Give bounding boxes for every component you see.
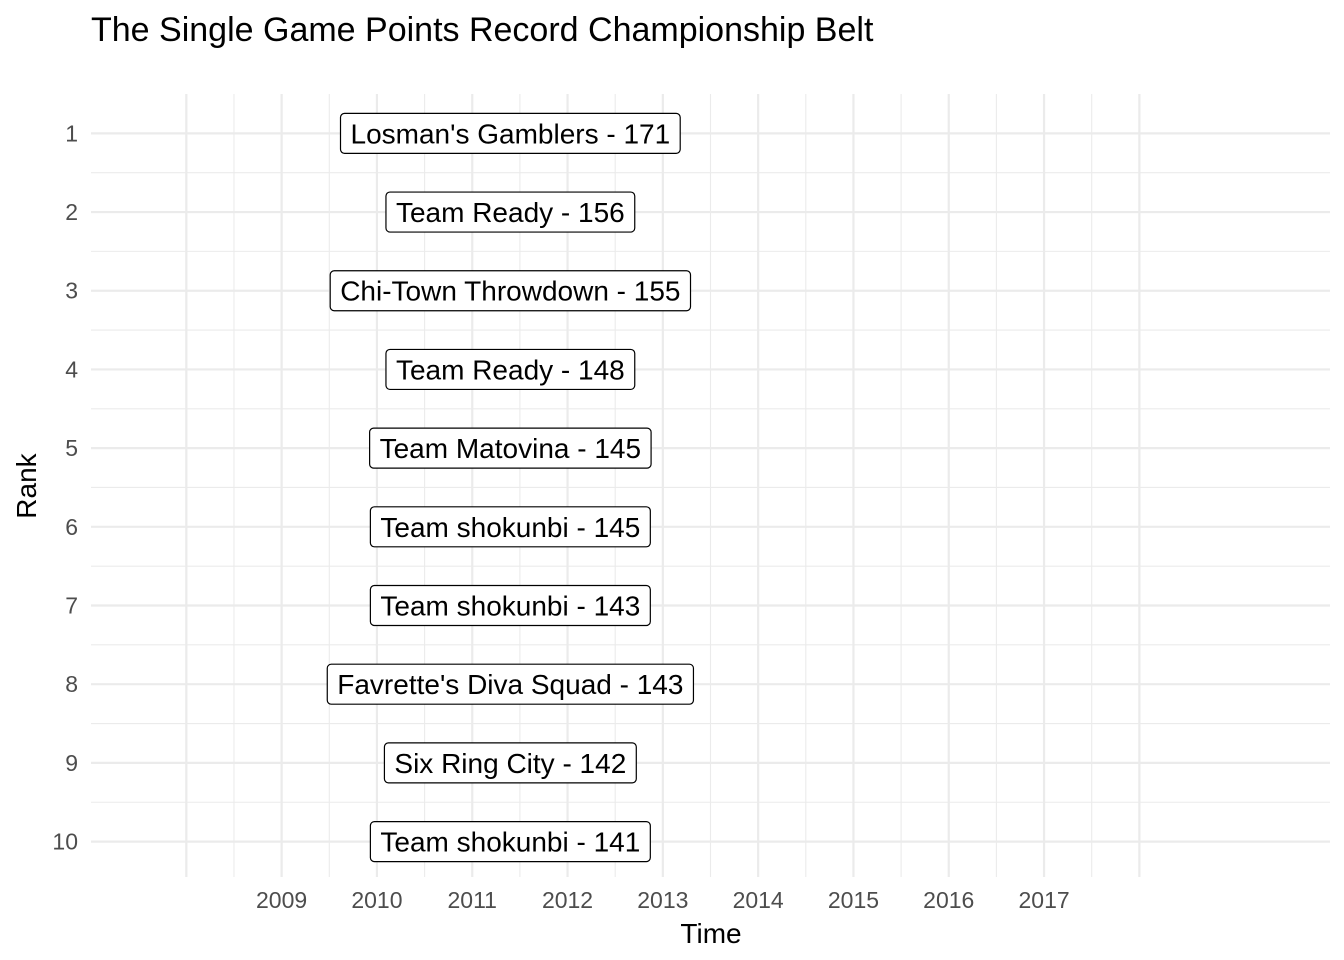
record-label-box [369,584,651,627]
x-tick-label: 2017 [1018,887,1069,913]
x-tick-label: 2015 [828,887,879,913]
record-label-text: Six Ring City - 142 [394,748,626,779]
record-label-box [385,191,636,233]
x-tick-label: 2011 [447,887,496,913]
record-label-text: Team Matovina - 145 [380,433,641,464]
record-label-text: Team Ready - 156 [396,197,625,228]
y-tick-label: 3 [65,278,78,304]
record-label: Team shokunbi - 145 [369,506,651,548]
record-labels: Losman's Gamblers - 171 Team Ready - 156 C… [326,112,695,863]
record-label-text: Team Ready - 148 [396,354,625,385]
record-label: Six Ring City - 142 [383,742,637,784]
y-axis-title: Rank [11,452,42,518]
record-label-text: Favrette's Diva Squad - 143 [337,669,683,700]
record-label: Team Ready - 148 [385,348,636,391]
record-label: Team Ready - 156 [385,191,636,233]
record-label: Chi-Town Throwdown - 155 [329,270,692,312]
y-tick-label: 6 [65,514,78,540]
record-label-box [369,820,651,863]
y-tick-label: 2 [65,199,78,225]
record-label-text: Team shokunbi - 143 [380,591,640,622]
x-axis-ticks: 2009 2010 2011 2012 2013 2014 2015 2016 2017 [256,887,1070,913]
x-tick-label: 2016 [923,887,974,913]
y-tick-label: 10 [52,829,78,855]
x-tick-label: 2014 [733,887,784,913]
chart-title: The Single Game Points Record Championsh… [91,11,874,49]
record-label-box [369,506,651,548]
x-tick-label: 2013 [637,887,688,913]
x-tick-label: 2010 [351,887,402,913]
x-tick-label: 2012 [542,887,593,913]
record-label-box [326,663,695,705]
record-label: Favrette's Diva Squad - 143 [326,663,695,705]
record-label-box [329,270,692,312]
y-tick-label: 8 [65,671,78,697]
y-axis-ticks: 1 2 3 4 5 6 7 8 9 10 [52,120,78,854]
grid [91,94,1330,877]
record-label: Team shokunbi - 141 [369,820,651,863]
x-axis-title: Time [680,918,741,949]
record-label-text: Chi-Town Throwdown - 155 [340,276,680,307]
record-label-text: Team shokunbi - 145 [380,512,640,543]
record-label: Team shokunbi - 143 [369,584,651,627]
record-label-box [339,112,681,154]
y-tick-label: 4 [65,356,78,382]
y-tick-label: 1 [65,120,78,146]
record-label-text: Losman's Gamblers - 171 [351,118,671,149]
y-tick-label: 7 [65,593,78,619]
record-label-text: Team shokunbi - 141 [380,827,640,858]
record-label: Team Matovina - 145 [369,427,652,469]
x-tick-label: 2009 [256,887,307,913]
record-label-box [383,742,637,784]
record-label: Losman's Gamblers - 171 [339,112,681,154]
record-label-box [369,427,652,469]
y-tick-label: 9 [65,750,78,776]
record-label-box [385,348,636,391]
y-tick-label: 5 [65,435,78,461]
